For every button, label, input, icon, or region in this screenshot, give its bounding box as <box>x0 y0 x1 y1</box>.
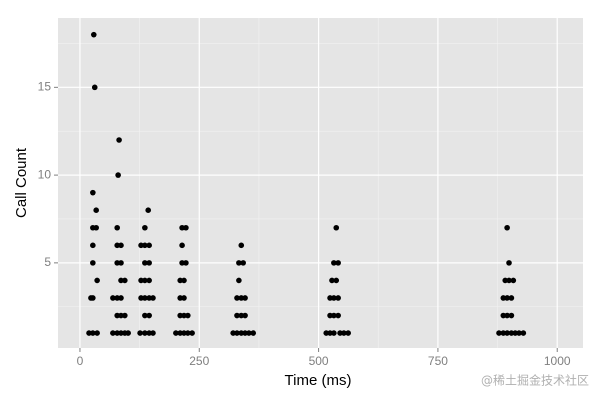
point <box>508 295 515 301</box>
point <box>90 260 96 266</box>
point <box>189 330 195 336</box>
point <box>510 277 517 284</box>
y-axis-title: Call Count <box>13 147 30 218</box>
point <box>90 31 97 38</box>
x-tick-label: 0 <box>77 354 84 368</box>
point <box>329 277 335 284</box>
y-tick-label: 10 <box>38 167 52 181</box>
point <box>94 277 100 284</box>
point <box>173 330 179 336</box>
point <box>181 295 187 301</box>
point <box>90 242 96 249</box>
point <box>91 84 98 91</box>
point <box>335 312 341 319</box>
point <box>183 260 189 266</box>
point <box>504 224 510 231</box>
point <box>142 295 148 301</box>
point <box>238 242 245 249</box>
point <box>122 277 128 284</box>
point <box>118 260 124 266</box>
y-tick-label: 5 <box>44 255 51 269</box>
point <box>341 330 347 336</box>
point <box>331 312 337 319</box>
point <box>504 312 510 319</box>
point <box>142 312 148 319</box>
point <box>94 330 100 336</box>
point <box>234 295 240 301</box>
point <box>93 224 99 231</box>
watermark: @稀土掘金技术社区 <box>481 373 589 388</box>
point <box>516 330 522 336</box>
point <box>331 295 337 301</box>
point <box>181 277 187 284</box>
point <box>122 312 128 319</box>
point <box>496 330 502 336</box>
point <box>142 277 148 284</box>
point <box>118 242 124 249</box>
point <box>146 260 152 266</box>
point <box>118 295 124 301</box>
point <box>146 277 152 284</box>
point <box>335 295 341 301</box>
point <box>506 260 512 266</box>
point <box>125 330 131 336</box>
panel-background <box>58 18 583 348</box>
point <box>137 330 143 336</box>
point <box>242 295 248 301</box>
point <box>236 260 242 266</box>
point <box>183 224 189 231</box>
x-axis-title: Time (ms) <box>285 372 352 389</box>
point <box>179 242 185 249</box>
point <box>115 172 121 178</box>
point <box>90 189 96 196</box>
point <box>142 224 148 231</box>
point <box>146 312 152 319</box>
point <box>93 207 99 214</box>
point <box>150 330 156 336</box>
point <box>146 242 152 249</box>
x-tick-label: 1000 <box>544 354 571 368</box>
point <box>145 207 152 214</box>
point <box>234 312 240 319</box>
x-tick-label: 750 <box>428 354 448 368</box>
x-tick-label: 500 <box>309 354 329 368</box>
point <box>142 242 148 249</box>
point <box>508 312 515 319</box>
point <box>114 224 120 231</box>
point <box>110 295 116 301</box>
point <box>250 330 257 336</box>
point <box>333 277 340 284</box>
point <box>234 330 240 336</box>
point <box>185 312 191 319</box>
point <box>506 277 512 284</box>
point <box>110 330 116 336</box>
point <box>185 330 191 336</box>
point <box>246 330 252 336</box>
point <box>331 260 337 266</box>
point <box>142 260 148 266</box>
point <box>242 312 248 319</box>
point <box>504 330 510 336</box>
point <box>335 260 341 266</box>
y-tick-label: 15 <box>38 80 52 94</box>
point <box>520 330 527 336</box>
point <box>333 224 340 231</box>
point <box>116 137 122 143</box>
point <box>150 295 156 301</box>
point <box>345 330 351 336</box>
point <box>142 330 148 336</box>
point <box>236 277 242 284</box>
x-tick-label: 250 <box>189 354 209 368</box>
point <box>90 295 96 301</box>
point <box>240 260 246 266</box>
point <box>90 330 96 336</box>
point <box>331 330 337 336</box>
point <box>504 295 510 301</box>
